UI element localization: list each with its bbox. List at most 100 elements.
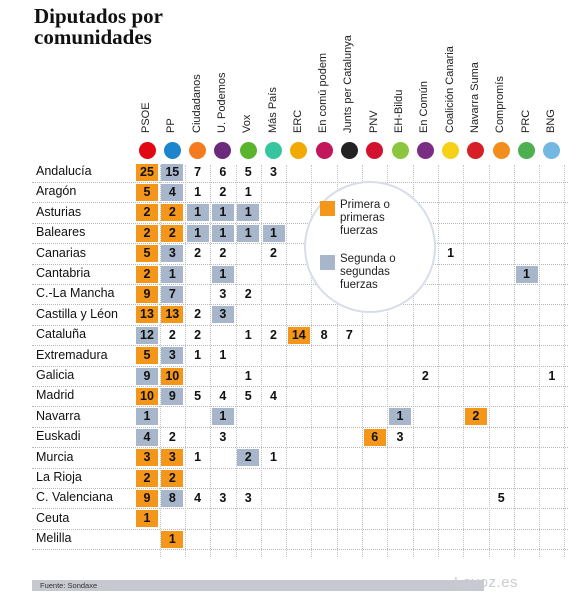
column-divider — [184, 165, 186, 557]
seat-cell: 3 — [161, 245, 184, 263]
seat-cell: 1 — [270, 450, 277, 465]
seat-cell: 2 — [161, 204, 184, 222]
seat-cell: 1 — [389, 408, 411, 426]
seat-cell: 1 — [244, 184, 252, 199]
row-divider — [32, 263, 568, 265]
seat-cell: 1 — [136, 408, 158, 426]
seat-cell: 3 — [211, 306, 234, 324]
seat-cell: 10 — [136, 387, 158, 405]
seat-cell: 9 — [136, 285, 158, 303]
seat-cell: 4 — [161, 183, 184, 201]
row-label: Castilla y Léon — [36, 306, 118, 321]
seat-cell: 1 — [194, 348, 202, 363]
row-divider — [32, 386, 568, 387]
party-label: Navarra Suma — [468, 62, 481, 133]
party-label: Compromís — [494, 76, 507, 133]
seat-cell: 2 — [219, 184, 227, 199]
column-divider — [437, 165, 439, 557]
erc-logo-icon — [290, 142, 308, 159]
seat-cell: 9 — [136, 489, 158, 507]
seat-cell: 1 — [211, 204, 234, 222]
party-label: Junts per Catalunya — [342, 35, 355, 133]
seat-cell: 12 — [136, 326, 158, 344]
legend-label-second: Segunda o segundas fuerzas — [340, 253, 396, 291]
en-comun-logo-icon — [416, 142, 434, 159]
party-label: Vox — [241, 114, 254, 133]
seat-cell: 14 — [287, 326, 310, 344]
party-label: Más País — [266, 87, 279, 133]
seat-cell: 2 — [194, 307, 202, 322]
seat-cell: 2 — [270, 246, 277, 261]
party-label: PRC — [519, 109, 532, 133]
legend: Primera o primeras fuerzas Segunda o seg… — [304, 181, 436, 313]
seat-cell: 1 — [211, 265, 234, 283]
junts-logo-icon — [340, 142, 358, 159]
seat-cell: 2 — [270, 327, 277, 342]
row-divider — [32, 447, 568, 449]
title-line-1: Diputados por — [34, 4, 163, 28]
title-line-2: comunidades — [34, 25, 152, 49]
seat-cell: 6 — [219, 164, 227, 179]
seat-cell: 2 — [136, 265, 158, 283]
party-label: En Común — [418, 81, 431, 133]
seat-cell: 3 — [219, 286, 227, 301]
party-label: EH-Bildu — [393, 89, 405, 133]
row-divider — [32, 426, 568, 428]
psoe-logo-icon — [138, 142, 156, 159]
row-label: Melilla — [36, 531, 72, 546]
party-label: BNG — [544, 109, 557, 133]
seat-cell: 7 — [161, 285, 184, 303]
seat-cell: 7 — [345, 327, 353, 342]
row-label: C.-La Mancha — [36, 286, 115, 301]
row-label: Navarra — [36, 408, 81, 423]
bng-logo-icon — [543, 142, 561, 159]
seat-cell: 2 — [421, 368, 429, 383]
seat-cell: 4 — [136, 428, 158, 446]
brand-logo: Lavoz.es — [454, 574, 519, 591]
seat-cell: 8 — [161, 489, 184, 507]
ciudadanos-logo-icon — [189, 142, 207, 159]
row-label: Euskadi — [36, 429, 81, 444]
seat-cell: 1 — [548, 368, 556, 383]
row-label: Madrid — [36, 388, 75, 403]
seat-cell: 5 — [136, 347, 158, 365]
seat-cell: 2 — [194, 246, 202, 261]
row-divider — [32, 345, 568, 347]
row-label: Aragón — [36, 184, 77, 199]
seat-cell: 3 — [219, 429, 227, 444]
seat-cell: 2 — [237, 449, 260, 467]
seat-cell: 4 — [219, 388, 227, 403]
seat-cell: 13 — [136, 306, 158, 324]
party-label: PNV — [367, 110, 380, 133]
seat-cell: 1 — [237, 204, 260, 222]
page-title: Diputados por comunidades — [34, 6, 234, 48]
seat-cell: 2 — [219, 246, 227, 261]
seat-cell: 1 — [186, 224, 209, 242]
party-label: U. Podemos — [215, 72, 228, 133]
seat-cell: 5 — [244, 388, 252, 403]
row-divider — [32, 324, 568, 326]
row-divider — [32, 202, 568, 204]
seat-cell: 5 — [497, 490, 505, 505]
row-divider — [32, 467, 568, 469]
podemos-logo-icon — [214, 142, 232, 159]
seat-cell: 8 — [320, 327, 328, 342]
seat-cell: 3 — [219, 490, 227, 505]
party-label: Ciudadanos — [190, 74, 203, 133]
legend-label-first: Primera o primeras fuerzas — [340, 199, 390, 237]
row-divider — [32, 243, 568, 245]
legend-swatch-first — [320, 201, 335, 216]
seat-cell: 3 — [136, 449, 158, 467]
source-note: Fuente: Sondaxe — [40, 581, 98, 590]
row-divider — [32, 406, 568, 408]
row-label: Canarias — [36, 245, 87, 260]
navarra-suma-logo-icon — [467, 142, 485, 159]
column-divider — [513, 165, 515, 557]
seat-cell: 2 — [136, 204, 158, 222]
seat-cell: 3 — [161, 449, 184, 467]
seat-cell: 2 — [168, 429, 176, 444]
row-divider — [32, 222, 568, 224]
pnv-logo-icon — [366, 142, 384, 159]
seat-cell: 1 — [161, 265, 184, 283]
seat-cell: 9 — [161, 387, 184, 405]
